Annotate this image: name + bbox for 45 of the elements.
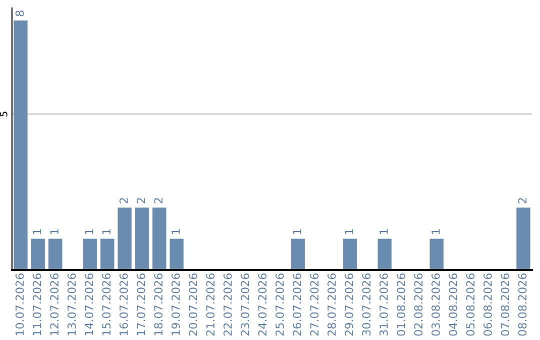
x-tick-label: 31.07.2026 [379,273,388,336]
x-tick-label: 28.07.2026 [327,273,336,336]
x-tick-label: 01.08.2026 [396,273,406,336]
x-tick-label: 13.07.2026 [67,273,76,336]
x-tick-label: 29.07.2026 [344,273,354,336]
data-label: 1 [32,229,42,234]
x-tick-label: 24.07.2026 [258,273,267,336]
x-tick-label: 07.08.2026 [500,273,510,336]
x-tick-label: 25.07.2026 [275,273,284,336]
data-label: 2 [518,198,526,204]
data-label: 1 [172,229,180,234]
x-tick-label: 06.08.2026 [483,273,492,336]
x-tick-label: 04.08.2026 [448,273,458,336]
data-label: 2 [119,198,128,204]
x-tick-label: 03.08.2026 [431,273,440,336]
x-tick-label: 30.07.2026 [362,273,371,336]
data-label: 1 [50,229,58,234]
x-tick-label: 27.07.2026 [310,273,319,336]
data-label: 1 [344,229,354,234]
x-tick-label: 12.07.2026 [50,273,59,336]
x-tick-label: 22.07.2026 [223,273,232,336]
x-tick-label: 02.08.2026 [414,273,423,336]
x-tick-label: 18.07.2026 [154,273,163,336]
data-label: 1 [102,229,110,234]
x-tick-label: 11.07.2026 [32,273,42,336]
x-tick-label: 16.07.2026 [119,273,128,336]
x-tick-label: 05.08.2026 [466,273,475,336]
x-tick-label: 14.07.2026 [84,273,94,336]
data-label: 1 [292,229,302,234]
x-tick-label: 23.07.2026 [240,273,250,336]
x-tick-label: 15.07.2026 [102,273,111,336]
x-tick-label: 10.07.2026 [15,273,24,336]
data-label: 2 [154,198,162,204]
x-tick-label: 21.07.2026 [206,273,215,336]
data-label: 1 [432,229,440,234]
x-tick-label: 19.07.2026 [171,273,180,336]
x-tick-label: 20.07.2026 [188,273,198,336]
data-label: 1 [84,229,94,234]
x-tick-label: 26.07.2026 [292,273,302,336]
x-tick-label: 17.07.2026 [136,273,146,336]
y-tick-label: 5 [0,112,8,116]
data-label: 1 [380,229,388,234]
data-label: 2 [136,198,146,204]
x-tick-label: 08.08.2026 [518,273,527,336]
data-label: 8 [15,10,24,16]
